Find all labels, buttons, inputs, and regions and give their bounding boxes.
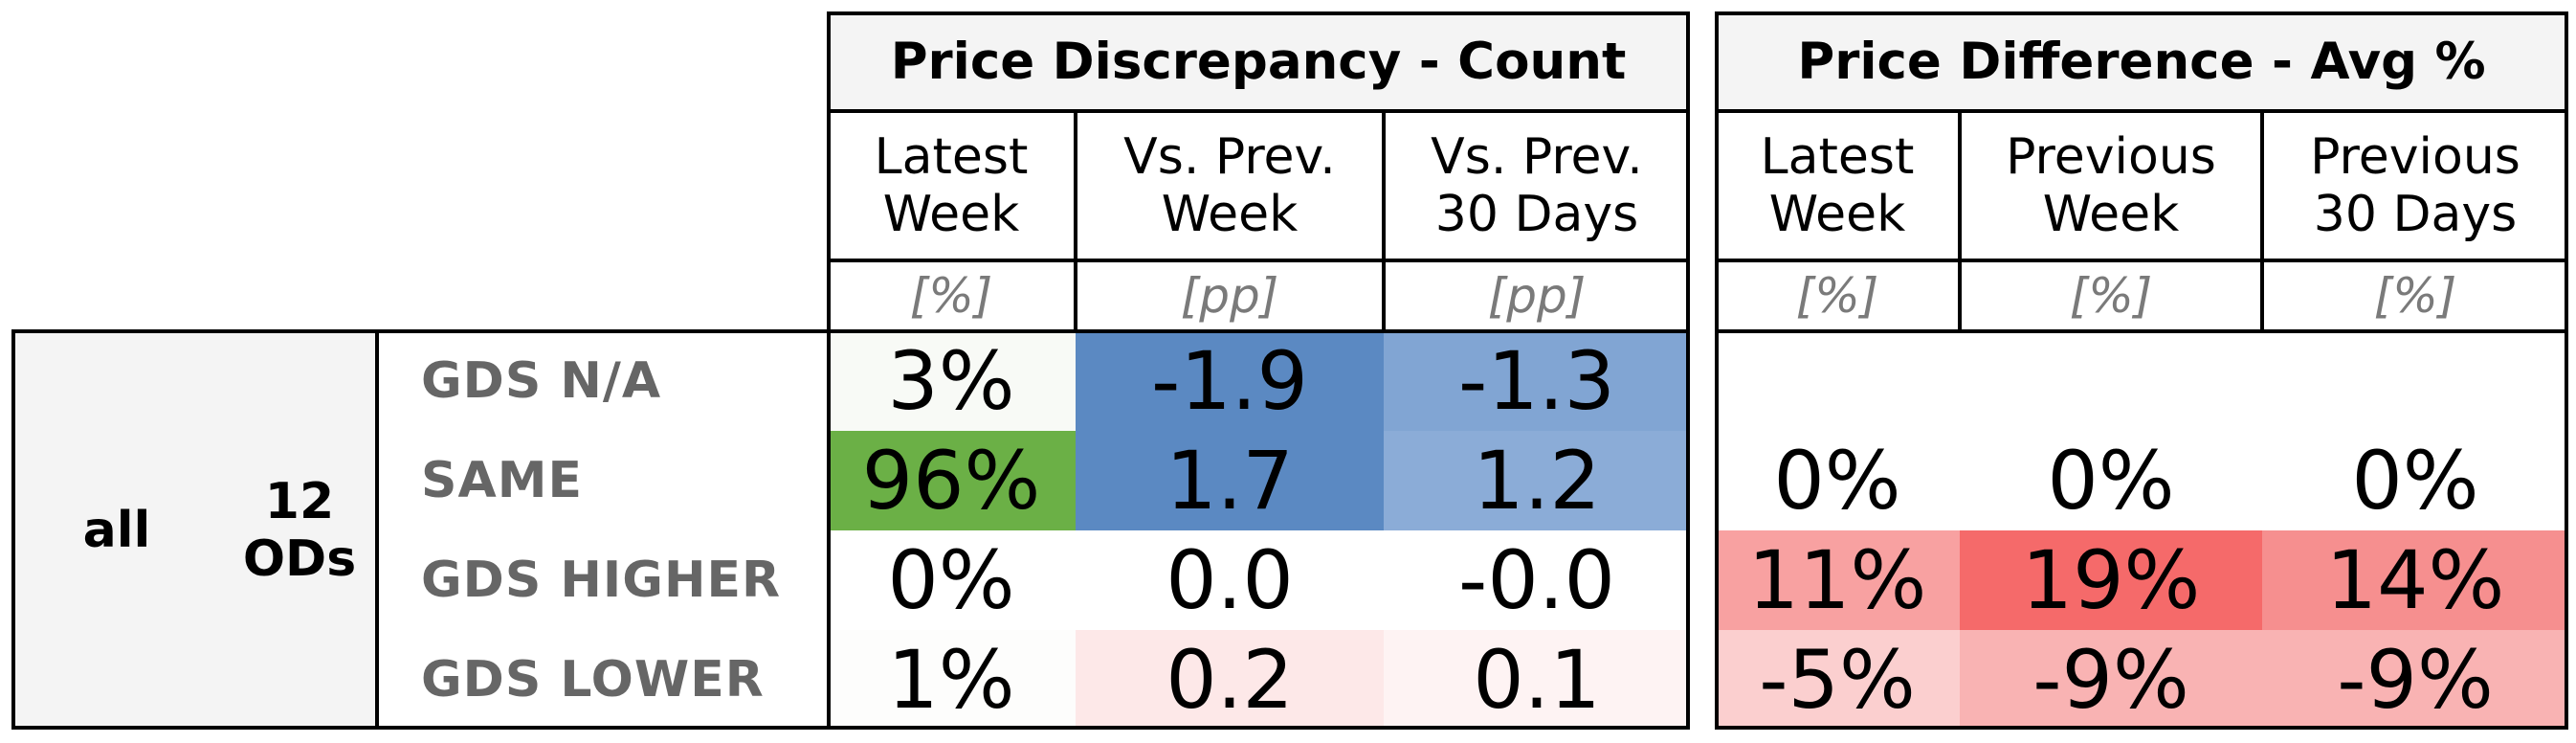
unit-divider	[1715, 329, 2568, 333]
table-cell: -0.0	[1384, 530, 1690, 630]
panel-border-right	[2565, 11, 2568, 730]
column-header: Previous Week	[2006, 128, 2216, 243]
column-unit: [%]	[1795, 268, 1879, 324]
label-border-top	[11, 329, 827, 333]
table-cell: -5%	[1715, 630, 1960, 730]
table-cell: 11%	[1715, 530, 1960, 630]
table-cell: 3%	[827, 331, 1076, 431]
panel-border-right	[1686, 11, 1690, 730]
row-group-background	[11, 331, 377, 730]
column-divider	[1958, 111, 1962, 331]
panel-border-top	[1715, 11, 2568, 15]
table-cell: 0%	[827, 530, 1076, 630]
table-cell: 1%	[827, 630, 1076, 730]
column-header: Vs. Prev. Week	[1123, 128, 1336, 243]
table-cell: 14%	[2262, 530, 2568, 630]
table-cell: -9%	[1960, 630, 2262, 730]
table-cell: 1.2	[1384, 431, 1690, 530]
table-cell: 96%	[827, 431, 1076, 530]
group-divider	[375, 331, 379, 730]
table-cell: 0.0	[1076, 530, 1384, 630]
table-cell: 0.1	[1384, 630, 1690, 730]
column-unit: [pp]	[1180, 268, 1279, 324]
unit-divider	[827, 329, 1690, 333]
column-header: Vs. Prev. 30 Days	[1431, 128, 1643, 243]
table-cell	[2262, 331, 2568, 431]
column-unit: [%]	[2069, 268, 2153, 324]
table-cell: -1.9	[1076, 331, 1384, 431]
table-cell	[1715, 331, 1960, 431]
row-label: GDS HIGHER	[421, 552, 782, 609]
row-label: SAME	[421, 452, 583, 509]
column-divider	[2260, 111, 2264, 331]
table-cell: -9%	[2262, 630, 2568, 730]
title-divider	[827, 109, 1690, 113]
column-divider	[1382, 111, 1386, 331]
column-divider	[1074, 111, 1077, 331]
panel-border-bottom	[827, 726, 1690, 730]
row-label: GDS N/A	[421, 352, 662, 410]
panel-border-left	[827, 11, 831, 730]
table-cell: 0%	[2262, 431, 2568, 530]
panel-border-top	[827, 11, 1690, 15]
table-cell: 19%	[1960, 530, 2262, 630]
row-group-label: all	[82, 502, 151, 559]
table-cell: 0%	[1715, 431, 1960, 530]
header-divider	[1715, 259, 2568, 262]
table-cell	[1960, 331, 2262, 431]
column-header: Previous 30 Days	[2310, 128, 2520, 243]
panel-title: Price Discrepancy - Count	[827, 11, 1690, 111]
table-cell: 1.7	[1076, 431, 1384, 530]
column-unit: [%]	[2373, 268, 2457, 324]
column-header: Latest Week	[874, 128, 1029, 243]
panel-border-bottom	[1715, 726, 2568, 730]
column-unit: [pp]	[1487, 268, 1587, 324]
label-border-left	[11, 329, 15, 730]
title-divider	[1715, 109, 2568, 113]
header-divider	[827, 259, 1690, 262]
row-label: GDS LOWER	[421, 651, 765, 709]
column-unit: [%]	[909, 268, 993, 324]
row-subgroup-label: 12 ODs	[242, 473, 357, 588]
label-border-bottom	[11, 726, 827, 730]
column-header: Latest Week	[1760, 128, 1915, 243]
table-cell: -1.3	[1384, 331, 1690, 431]
panel-border-left	[1715, 11, 1719, 730]
table-cell: 0.2	[1076, 630, 1384, 730]
table-cell: 0%	[1960, 431, 2262, 530]
panel-title: Price Difference - Avg %	[1715, 11, 2568, 111]
